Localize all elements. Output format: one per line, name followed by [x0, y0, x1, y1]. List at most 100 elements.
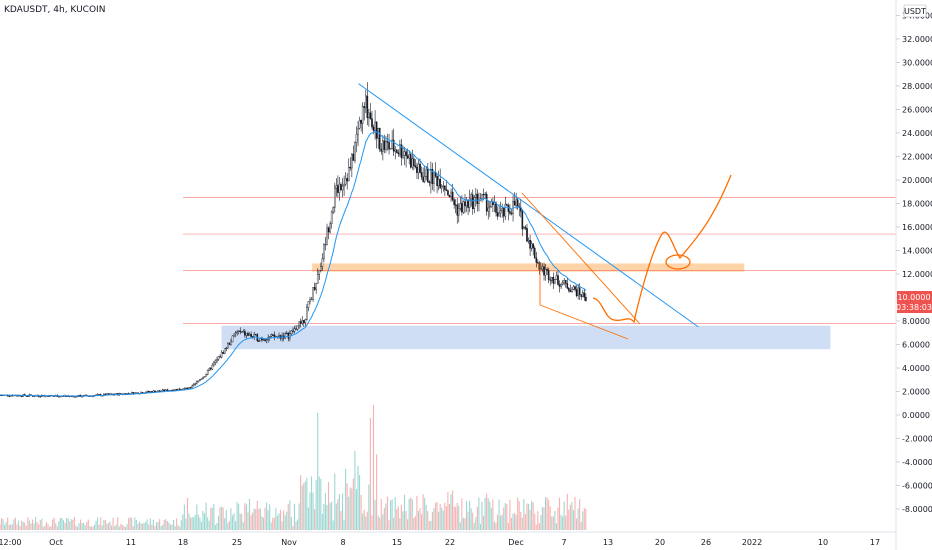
candle-body — [417, 163, 420, 173]
price-axis[interactable]: 34.000032.000030.000028.000026.000024.00… — [896, 12, 932, 515]
candle-body — [481, 193, 483, 200]
candle-body — [444, 185, 446, 190]
volume-bar — [560, 514, 562, 530]
candle-body — [569, 290, 572, 293]
volume-bar — [49, 526, 51, 530]
volume-bar — [332, 520, 334, 530]
time-tick-label: Dec — [508, 538, 523, 547]
candle-body — [475, 193, 477, 198]
volume-bar — [171, 524, 173, 530]
volume-bar — [493, 521, 495, 530]
candle-body — [478, 200, 480, 204]
candle-body — [561, 282, 564, 285]
candle-body — [240, 331, 243, 333]
volume-bar — [231, 515, 233, 530]
volume-bar — [67, 518, 69, 530]
volume-bar — [264, 507, 266, 530]
volume-bar — [479, 524, 481, 530]
volume-bar — [152, 519, 154, 530]
volume-bar — [386, 496, 388, 530]
candle-body — [451, 191, 454, 201]
candle-body — [378, 127, 381, 150]
candle-body — [535, 257, 538, 263]
candle-body — [582, 292, 584, 297]
volume-bar — [571, 502, 573, 530]
candle-body — [285, 332, 288, 335]
candle-body — [549, 279, 552, 281]
volume-bar — [109, 521, 111, 530]
volume-bar — [5, 522, 7, 530]
candle-body — [321, 258, 324, 267]
volume-bar — [317, 412, 319, 530]
candle-body — [448, 194, 451, 198]
candle-body — [290, 330, 293, 334]
volume-bar — [281, 521, 283, 530]
volume-bar — [261, 516, 263, 530]
candle-body — [351, 153, 353, 169]
volume-bar — [380, 498, 382, 530]
volume-bars — [0, 405, 587, 530]
volume-bar — [414, 516, 416, 530]
candle-body — [504, 204, 507, 217]
volume-bar — [442, 510, 444, 530]
candle-body — [202, 377, 204, 380]
candle-body — [189, 387, 192, 389]
volume-bar — [245, 504, 247, 530]
volume-bar — [501, 514, 503, 530]
candle-body — [502, 207, 505, 217]
volume-bar — [58, 520, 60, 530]
candle-body — [456, 204, 459, 216]
candle-body — [262, 339, 265, 341]
time-tick-label: 8 — [340, 538, 345, 547]
volume-bar — [205, 502, 207, 530]
volume-bar — [529, 509, 531, 530]
volume-bar — [355, 488, 357, 530]
candle-body — [416, 166, 418, 173]
volume-bar — [157, 522, 159, 530]
volume-bar — [216, 523, 218, 530]
volume-bar — [324, 493, 326, 530]
candle-body — [320, 266, 322, 271]
candle-body — [192, 384, 195, 386]
volume-bar — [527, 503, 530, 530]
candle-body — [391, 139, 393, 149]
candle-body — [196, 381, 198, 384]
volume-bar — [42, 526, 44, 530]
volume-bar — [371, 515, 373, 530]
currency-badge[interactable] — [903, 4, 927, 18]
volume-bar — [577, 508, 579, 530]
volume-bar — [283, 510, 285, 530]
volume-bar — [354, 450, 356, 530]
candle-body — [366, 95, 369, 119]
volume-bar — [295, 521, 297, 530]
volume-bar — [526, 503, 528, 530]
volume-bar — [300, 475, 302, 530]
candle-body — [211, 364, 214, 370]
candle-body — [292, 330, 294, 332]
volume-bar — [455, 506, 457, 530]
candle-body — [205, 374, 207, 377]
candle-body — [439, 179, 442, 189]
volume-bar — [146, 519, 148, 530]
candle-body — [273, 334, 276, 337]
time-tick-label: 26 — [701, 538, 711, 547]
volume-bar — [329, 503, 331, 530]
volume-bar — [438, 511, 440, 530]
price-tick-label: -8.0000 — [902, 505, 932, 514]
time-axis[interactable]: 12:00 Oct 11 18 25 Nov 8 15 22 Dec 7 13 20 26 2022 10 17 — [0, 538, 880, 547]
candle-body — [261, 338, 263, 341]
volume-bar — [337, 499, 339, 530]
volume-bar — [284, 515, 286, 530]
volume-bar — [30, 523, 32, 530]
candle-body — [354, 142, 356, 161]
volume-bar — [510, 517, 512, 530]
volume-bar — [287, 504, 289, 530]
volume-bar — [461, 498, 463, 530]
volume-bar — [500, 515, 502, 530]
volume-bar — [365, 516, 367, 530]
candle-body — [216, 359, 218, 362]
candle-body — [363, 106, 366, 108]
candle-body — [471, 194, 474, 210]
volume-bar — [515, 514, 517, 530]
